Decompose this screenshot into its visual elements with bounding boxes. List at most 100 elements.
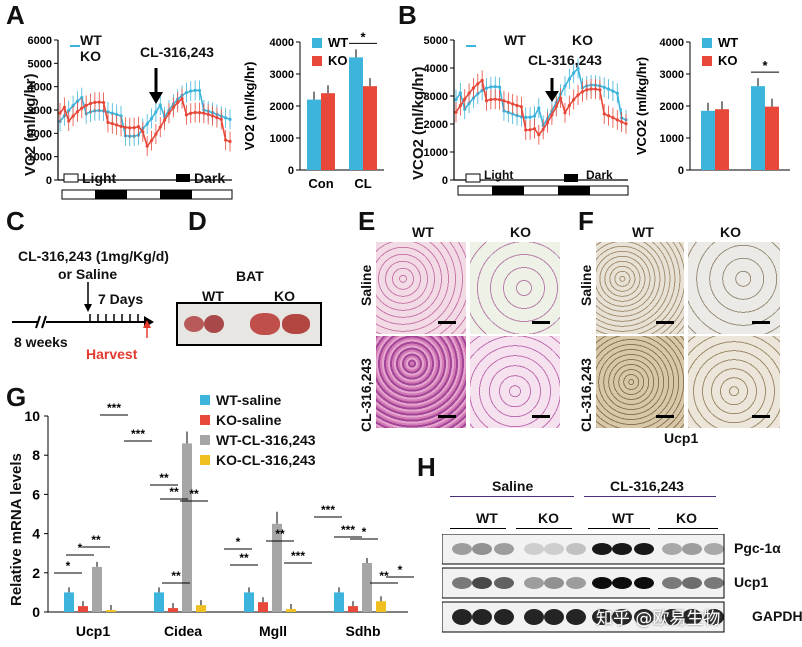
cl-annotation-b: CL-316,243: [528, 52, 602, 68]
y-tick-label: 0: [46, 175, 52, 187]
y-tick-label: 2: [32, 565, 40, 581]
bar-0-0: [64, 592, 74, 612]
panel-label-h: H: [417, 452, 436, 482]
bar-wt-0: [701, 110, 715, 170]
wb-band: [634, 577, 654, 589]
y-tick-label: 4000: [660, 37, 684, 49]
legend-swatch: [702, 38, 712, 48]
legend-label: WT: [328, 35, 348, 50]
wb-band: [472, 609, 492, 625]
days-label: 7 Days: [98, 291, 144, 307]
weeks-label: 8 weeks: [14, 334, 68, 350]
he-wt-saline-image: [376, 242, 466, 334]
bar-wt-1: [349, 57, 363, 170]
y-tick-label: 5000: [424, 35, 448, 47]
y-tick-label: 4000: [270, 37, 294, 49]
wb-row-pgc1a: Pgc-1α: [734, 540, 781, 556]
he-col-wt: WT: [412, 224, 434, 240]
treatment-line2: or Saline: [58, 266, 118, 282]
ko-trace: [59, 97, 231, 148]
legend-ko-b: KO: [572, 32, 593, 48]
wb-band: [662, 577, 682, 589]
he-wt-cl-image: [376, 336, 466, 428]
sig-marker: **: [239, 551, 249, 565]
y-tick-label: 3000: [424, 91, 448, 103]
wt-trace: [59, 89, 231, 138]
legend-wt-a: WT: [80, 32, 102, 48]
wb-band: [592, 609, 612, 625]
y-tick-label: 4: [32, 526, 40, 542]
vco2-ylabel: VCO2 (ml/kg/hr): [410, 66, 427, 180]
bar-1-0: [154, 592, 164, 612]
wb-band: [682, 609, 702, 625]
y-tick-label: 6000: [28, 35, 52, 47]
wb-band: [682, 577, 702, 589]
vo2-bar-chart: 0 1000 2000 3000 4000 Con CL * WT KO VO2 (ml/kg/hr…: [242, 30, 384, 191]
wb-band: [544, 577, 564, 589]
wb-band: [704, 609, 724, 625]
wb-band: [524, 577, 544, 589]
legend-swatch-ko-cl: [200, 455, 210, 465]
bar-0-2: [92, 566, 102, 612]
legend-label: WT: [718, 35, 738, 50]
panel-label-d: D: [188, 206, 207, 236]
vo2-timecourse-chart: 0 1000 2000 3000 4000 5000 6000: [28, 35, 233, 200]
light-label-a: Light: [82, 170, 117, 186]
bat-wt-label: WT: [202, 288, 224, 304]
legend-swatch: [312, 56, 322, 66]
wb-row-gapdh: GAPDH: [752, 608, 802, 624]
bar-3-3: [376, 601, 386, 612]
panel-label-e: E: [358, 206, 376, 236]
wb-band: [634, 543, 654, 555]
wb-band: [662, 609, 682, 625]
wb-band: [634, 609, 654, 625]
y-axis-label: VCO2 (ml/kg/hr): [634, 57, 649, 155]
y-tick-label: 3000: [28, 105, 52, 117]
sig-marker: **: [169, 485, 179, 499]
sig-marker: **: [189, 487, 199, 501]
bar-2-0: [244, 592, 254, 612]
y-tick-label: 8: [32, 447, 40, 463]
bar-2-1: [258, 602, 268, 612]
sig-marker: **: [275, 527, 285, 541]
bar-ko-1: [765, 106, 779, 170]
ihc-row-cl: CL-316,243: [578, 358, 594, 432]
bar-ko-0: [321, 93, 335, 170]
wb-band: [544, 609, 564, 625]
wb-cl-rule: [584, 496, 716, 497]
bar-2-3: [286, 609, 296, 612]
y-tick-label: 2000: [28, 128, 52, 140]
mrna-legend: WT-saline KO-saline WT-CL-316,243 KO-CL-…: [200, 392, 316, 472]
x-tick-label: Sdhb: [346, 623, 381, 639]
dark-label-b: Dark: [586, 168, 613, 182]
y-tick-label: 6: [32, 486, 40, 502]
wb-band: [544, 543, 564, 555]
wb-band: [566, 543, 586, 555]
x-tick-label: CL: [354, 176, 371, 191]
sig-marker: ***: [131, 427, 145, 441]
panel-label-f: F: [578, 206, 594, 236]
legend-swatch: [312, 38, 322, 48]
sig-marker: **: [379, 569, 389, 583]
x-tick-label: Mgll: [259, 623, 287, 639]
sig-marker: *: [398, 563, 403, 577]
bar-ko-1: [363, 86, 377, 170]
wb-band: [452, 577, 472, 589]
bar-2-2: [272, 523, 282, 612]
y-tick-label: 0: [678, 165, 684, 177]
wb-cl-header: CL-316,243: [610, 478, 684, 494]
sig-star: *: [762, 58, 768, 73]
panel-label-b: B: [398, 0, 417, 30]
sig-star: *: [360, 30, 366, 44]
y-tick-label: 10: [24, 408, 40, 424]
bar-1-2: [182, 443, 192, 612]
wb-band: [612, 609, 632, 625]
ihc-caption: Ucp1: [664, 430, 699, 446]
vo2-ylabel: VO2 (ml/kg/hr): [22, 73, 39, 176]
wb-band: [612, 577, 632, 589]
legend-ko-a: KO: [80, 48, 101, 64]
y-tick-label: 5000: [28, 58, 52, 70]
legend-swatch: [702, 56, 712, 66]
legend-ko-saline: KO-saline: [216, 412, 282, 428]
bar-3-1: [348, 606, 358, 612]
